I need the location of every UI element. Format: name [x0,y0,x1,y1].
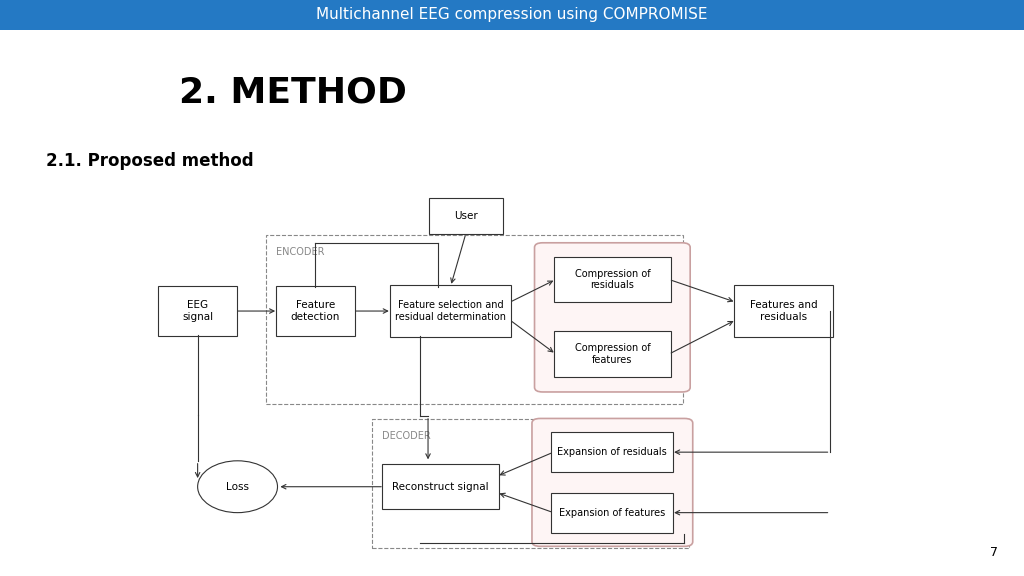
FancyBboxPatch shape [276,286,355,336]
Text: Multichannel EEG compression using COMPROMISE: Multichannel EEG compression using COMPR… [316,7,708,22]
FancyBboxPatch shape [429,198,503,234]
Text: Expansion of features: Expansion of features [559,507,666,518]
Text: Expansion of residuals: Expansion of residuals [557,447,668,457]
FancyBboxPatch shape [532,418,692,546]
Text: Feature
detection: Feature detection [291,300,340,322]
Text: ENCODER: ENCODER [276,247,325,256]
FancyBboxPatch shape [382,464,499,510]
FancyBboxPatch shape [554,257,671,302]
Text: 2. METHOD: 2. METHOD [179,75,408,109]
Text: 2.1. Proposed method: 2.1. Proposed method [46,152,254,170]
Text: Feature selection and
residual determination: Feature selection and residual determina… [395,300,506,322]
FancyBboxPatch shape [0,0,1024,30]
Text: Compression of
residuals: Compression of residuals [574,268,650,290]
Ellipse shape [198,461,278,513]
Text: DECODER: DECODER [382,431,431,441]
Text: User: User [454,211,478,221]
Text: Loss: Loss [226,482,249,492]
FancyBboxPatch shape [734,285,833,336]
Text: Reconstruct signal: Reconstruct signal [392,482,488,492]
Text: Features and
residuals: Features and residuals [750,300,817,322]
FancyBboxPatch shape [551,492,674,532]
Text: EEG
signal: EEG signal [182,300,213,322]
FancyBboxPatch shape [551,432,674,472]
FancyBboxPatch shape [158,286,237,336]
FancyBboxPatch shape [554,331,671,377]
Text: 7: 7 [990,545,998,559]
FancyBboxPatch shape [389,285,512,336]
Text: Compression of
features: Compression of features [574,343,650,365]
FancyBboxPatch shape [535,243,690,392]
